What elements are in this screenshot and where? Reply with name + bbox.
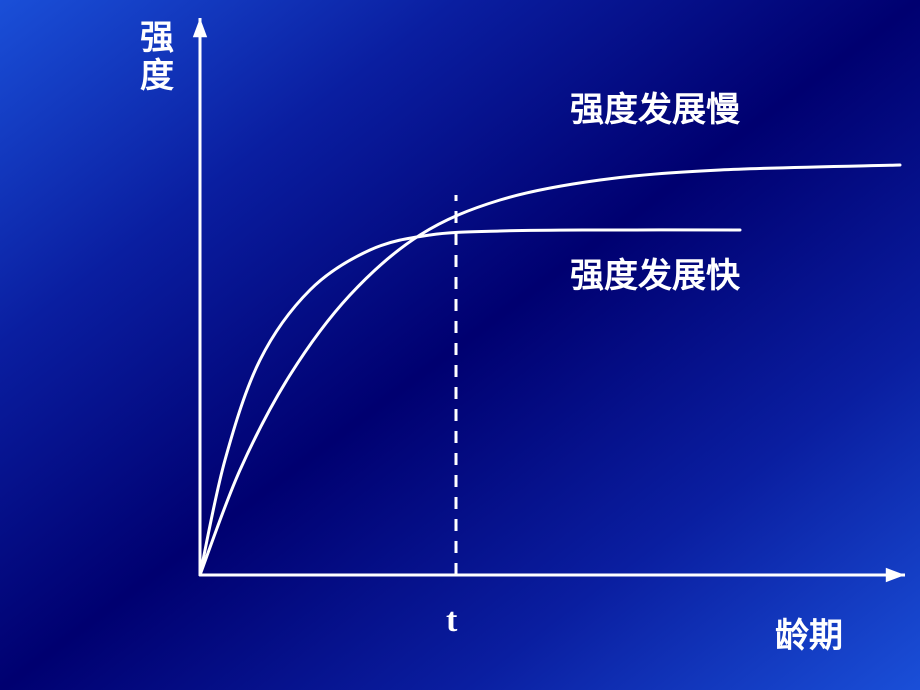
t-tick-label: t — [446, 602, 457, 640]
chart-background — [0, 0, 920, 690]
curve-fast-label: 强度发展快 — [570, 248, 740, 297]
x-axis-label: 龄期 — [775, 608, 843, 657]
curve-slow-label: 强度发展慢 — [570, 82, 740, 131]
slide-root: 强 度 龄期 t 强度发展慢 强度发展快 — [0, 0, 920, 690]
chart-svg — [0, 0, 920, 690]
y-axis-label: 强 度 — [140, 20, 174, 96]
